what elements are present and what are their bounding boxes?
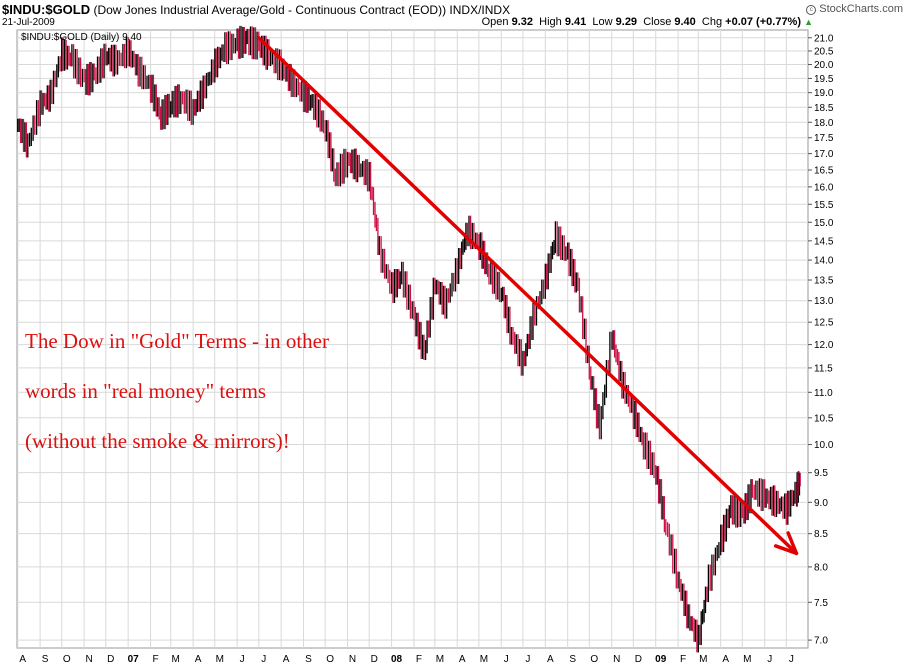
chart-title: $INDU:$GOLD (Dow Jones Industrial Averag… [2, 2, 510, 17]
brand[interactable]: c StockCharts.com [806, 3, 903, 15]
y-tick-label: 13.0 [814, 296, 834, 307]
brand-name: StockCharts.com [819, 3, 903, 15]
y-tick-label: 20.5 [814, 46, 834, 57]
x-tick-label: M [172, 654, 180, 665]
chg-value: +0.07 (+0.77%) [725, 16, 802, 28]
y-tick-label: 12.0 [814, 340, 834, 351]
trend-arrow [257, 36, 799, 556]
y-tick-label: 19.5 [814, 74, 834, 85]
y-axis: 7.0 7.5 8.0 8.5 9.0 9.5 10.0 10.5 11.0 11.5 12.0 12… [808, 33, 834, 647]
high-value: 9.41 [564, 16, 587, 28]
x-tick-label: J [240, 654, 245, 665]
x-tick-label: A [459, 654, 466, 665]
y-tick-label: 9.5 [814, 468, 828, 479]
y-tick-label: 10.5 [814, 413, 834, 424]
x-tick-label: S [305, 654, 312, 665]
trend-line [257, 36, 799, 556]
x-tick-label: D [635, 654, 642, 665]
x-tick-label: O [63, 654, 71, 665]
y-tick-label: 11.5 [814, 363, 833, 374]
x-tick-label: J [789, 654, 794, 665]
x-tick-label: M [699, 654, 707, 665]
x-tick-label: J [504, 654, 509, 665]
x-tick-label: N [613, 654, 620, 665]
y-tick-label: 11.0 [814, 388, 833, 399]
x-tick-label: M [436, 654, 444, 665]
high-label: High [539, 16, 562, 28]
x-tick-label: J [261, 654, 266, 665]
x-tick-label: F [152, 654, 158, 665]
y-tick-label: 15.0 [814, 218, 834, 229]
x-tick-label: 07 [128, 654, 140, 665]
y-tick-label: 8.5 [814, 529, 828, 540]
close-label: Close [643, 16, 672, 28]
x-tick-label: 09 [655, 654, 667, 665]
symbol-description: (Dow Jones Industrial Average/Gold - Con… [93, 3, 447, 17]
x-tick-label: F [680, 654, 686, 665]
price-bars [17, 25, 801, 653]
y-tick-label: 7.0 [814, 636, 828, 647]
y-tick-label: 10.0 [814, 440, 834, 451]
x-tick-label: M [480, 654, 488, 665]
y-tick-label: 13.5 [814, 276, 834, 287]
symbol: $INDU:$GOLD [2, 2, 91, 17]
x-tick-label: N [86, 654, 93, 665]
exchange: INDX/INDX [449, 3, 511, 17]
chart-date: 21-Jul-2009 [2, 17, 55, 28]
x-tick-label: A [283, 654, 290, 665]
annotation-line-2: words in "real money" terms [25, 379, 267, 403]
x-tick-label: O [326, 654, 334, 665]
y-tick-label: 7.5 [814, 598, 828, 609]
arrow-head [773, 531, 799, 556]
annotation-line-1: The Dow in "Gold" Terms - in other [25, 329, 329, 353]
y-tick-label: 9.0 [814, 498, 828, 509]
close-value: 9.40 [674, 16, 696, 28]
x-tick-label: S [42, 654, 49, 665]
x-tick-label: J [525, 654, 530, 665]
x-tick-label: M [743, 654, 751, 665]
x-tick-label: D [107, 654, 114, 665]
x-tick-label: F [416, 654, 422, 665]
x-tick-label: S [569, 654, 576, 665]
y-tick-label: 17.0 [814, 149, 834, 160]
up-arrow-icon: ▲ [804, 17, 813, 27]
x-tick-label: A [19, 654, 26, 665]
x-tick-label: A [195, 654, 202, 665]
y-tick-label: 15.5 [814, 200, 834, 211]
plot-frame [16, 29, 809, 649]
y-tick-label: 18.0 [814, 118, 834, 129]
low-label: Low [592, 16, 613, 28]
y-tick-label: 19.0 [814, 88, 834, 99]
legend-label: $INDU:$GOLD (Daily) 9.40 [21, 32, 142, 43]
x-tick-label: D [371, 654, 378, 665]
open-label: Open [481, 16, 509, 28]
x-axis: A S O N D 07 F M A M J J A S O N D 08 F M A M J J A S O N D 09 F M A M J J [19, 654, 793, 665]
y-tick-label: 20.0 [814, 60, 834, 71]
chg-label: Chg [701, 16, 723, 28]
y-tick-label: 18.5 [814, 103, 834, 114]
y-tick-label: 8.0 [814, 562, 828, 573]
x-tick-label: O [590, 654, 598, 665]
x-tick-label: 08 [391, 654, 403, 665]
x-tick-label: N [349, 654, 356, 665]
x-tick-label: J [767, 654, 772, 665]
y-tick-label: 14.0 [814, 256, 834, 267]
low-value: 9.29 [615, 16, 638, 28]
y-tick-label: 17.5 [814, 133, 834, 144]
x-tick-label: A [547, 654, 554, 665]
open-value: 9.32 [511, 16, 534, 28]
y-tick-label: 21.0 [814, 33, 834, 44]
y-tick-label: 14.5 [814, 236, 834, 247]
quote-summary: Open 9.32 High 9.41 Low 9.29 Close 9.40 … [482, 16, 813, 28]
annotation-line-3: (without the smoke & mirrors)! [25, 429, 290, 453]
x-tick-label: M [216, 654, 224, 665]
y-tick-label: 16.5 [814, 165, 834, 176]
copyright-icon: c [806, 5, 817, 15]
x-tick-label: A [722, 654, 729, 665]
y-tick-label: 12.5 [814, 318, 834, 329]
y-tick-label: 16.0 [814, 182, 834, 193]
